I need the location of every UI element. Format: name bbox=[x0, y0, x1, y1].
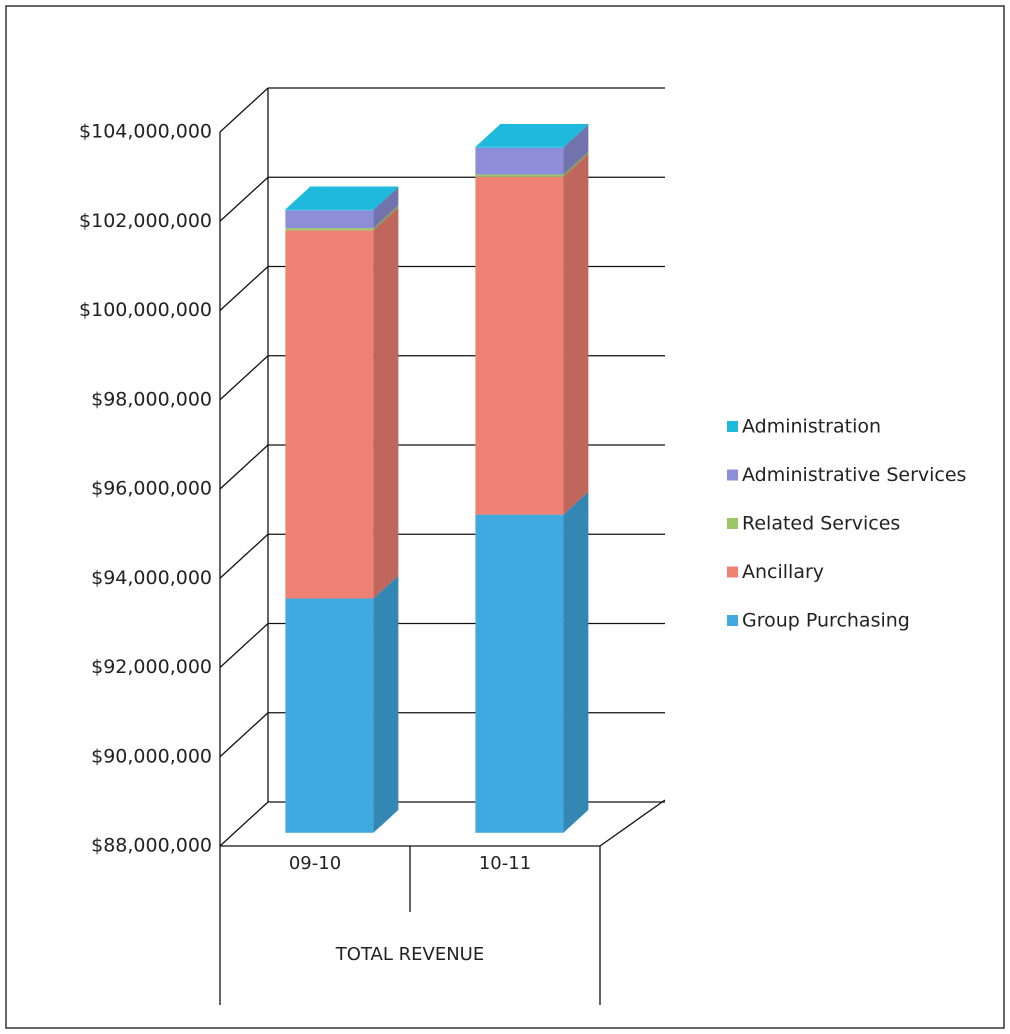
bar-side bbox=[373, 187, 399, 229]
bar-side bbox=[563, 124, 589, 175]
axes bbox=[219, 799, 666, 1005]
grid-line bbox=[219, 444, 269, 490]
x-tick-label: 09-10 bbox=[289, 853, 341, 874]
y-tick-label: $90,000,000 bbox=[91, 745, 212, 767]
group-label: TOTAL REVENUE bbox=[335, 944, 484, 965]
y-tick-label: $96,000,000 bbox=[91, 478, 212, 500]
bars bbox=[285, 124, 589, 833]
bar-top bbox=[475, 124, 589, 147]
y-tick-label: $98,000,000 bbox=[91, 388, 212, 410]
legend-label: Administration bbox=[742, 416, 881, 438]
y-tick-label: $100,000,000 bbox=[79, 299, 212, 321]
bar-segment bbox=[285, 210, 374, 229]
y-tick-label: $102,000,000 bbox=[79, 210, 212, 232]
grid-line bbox=[219, 355, 269, 401]
bar-side bbox=[373, 186, 399, 211]
bar-side bbox=[563, 151, 589, 177]
bar-side bbox=[373, 205, 399, 231]
legend-swatch bbox=[727, 615, 738, 626]
bar-segment bbox=[475, 146, 564, 148]
grid-line bbox=[219, 712, 269, 758]
bar-segment bbox=[475, 176, 564, 515]
grid-line bbox=[219, 266, 269, 311]
grid-line bbox=[219, 533, 269, 579]
bar-side bbox=[373, 207, 399, 599]
grid-line bbox=[219, 176, 269, 222]
legend-swatch bbox=[727, 421, 738, 432]
legend-swatch bbox=[727, 469, 738, 481]
legend-swatch bbox=[727, 518, 738, 529]
bar-segment bbox=[475, 514, 564, 833]
y-tick-label: $88,000,000 bbox=[91, 835, 212, 857]
bar-side bbox=[373, 575, 399, 833]
grid-line bbox=[219, 801, 269, 847]
bar-side bbox=[563, 153, 589, 515]
bar-segment bbox=[285, 230, 374, 599]
grid-line bbox=[219, 623, 269, 668]
bar-segment bbox=[475, 174, 564, 177]
grid-line bbox=[219, 87, 269, 133]
bar-side bbox=[563, 124, 589, 148]
bar-segment bbox=[285, 209, 374, 211]
bar-top bbox=[285, 186, 399, 210]
legend-label: Administrative Services bbox=[742, 464, 966, 486]
y-tick-label: $104,000,000 bbox=[79, 121, 212, 143]
bar-segment bbox=[285, 228, 374, 231]
legend-label: Ancillary bbox=[742, 561, 824, 583]
frame bbox=[5, 5, 1005, 1029]
bar-segment bbox=[285, 598, 374, 833]
floor-side bbox=[599, 799, 666, 847]
legend-label: Related Services bbox=[742, 513, 900, 535]
x-tick-label: 10-11 bbox=[479, 853, 531, 874]
y-tick-label: $92,000,000 bbox=[91, 656, 212, 678]
legend-swatch bbox=[727, 566, 738, 578]
bar-segment bbox=[475, 147, 564, 175]
y-tick-label: $94,000,000 bbox=[91, 567, 212, 589]
legend-label: Group Purchasing bbox=[742, 610, 910, 632]
bar-side bbox=[563, 491, 589, 833]
